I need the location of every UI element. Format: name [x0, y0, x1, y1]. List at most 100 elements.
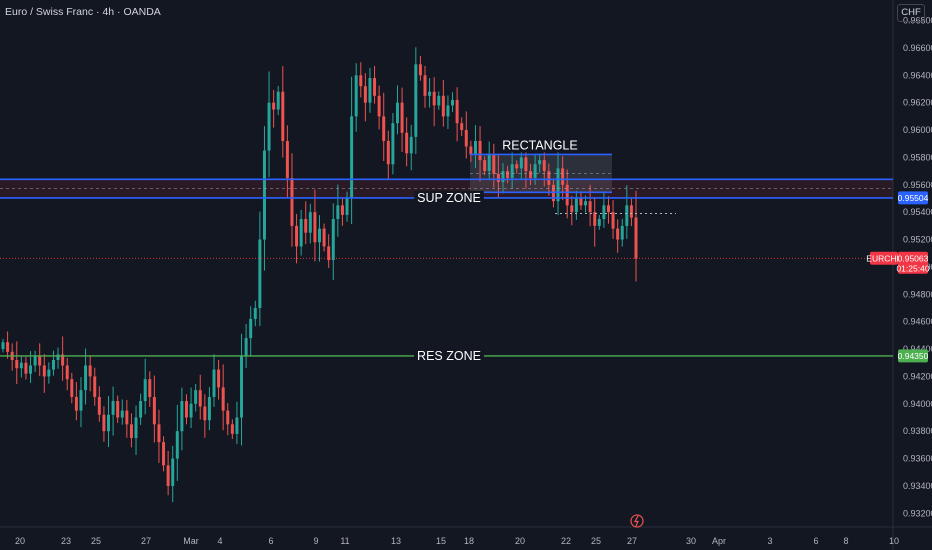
candle-body	[29, 365, 33, 374]
candle-body	[6, 342, 10, 352]
x-tick-label: 3	[767, 536, 772, 546]
candle-body	[139, 401, 143, 418]
x-tick-label: 10	[889, 536, 899, 546]
candle-body	[529, 171, 532, 178]
candle-body	[478, 140, 482, 161]
current-price-tag: 0.95063	[898, 253, 929, 263]
candle-body	[423, 75, 427, 96]
candle-body	[368, 78, 372, 103]
candle-body	[611, 212, 615, 229]
candle-body	[253, 307, 257, 319]
candle-body	[295, 225, 299, 247]
x-tick-label: 27	[627, 536, 637, 546]
candle-body	[345, 198, 349, 215]
candle-body	[70, 379, 74, 397]
plot-area	[0, 0, 893, 527]
candle-body	[593, 212, 597, 226]
candle-body	[464, 130, 468, 147]
candle-body	[230, 424, 234, 434]
symbol-tag: EURCHF	[866, 253, 901, 263]
overlays-layer: RECTANGLE SUP ZONE RES ZONE	[0, 138, 893, 363]
candle-body	[262, 150, 266, 240]
x-tick-label: 22	[561, 536, 571, 546]
candle-body	[437, 95, 441, 106]
candle-body	[42, 365, 46, 377]
candle-body	[194, 390, 198, 404]
candle-body	[565, 184, 569, 206]
candle-body	[322, 228, 326, 247]
rectangle-label-bg	[499, 138, 581, 153]
candle-body	[538, 160, 542, 165]
candle-body	[304, 219, 308, 233]
candle-body	[88, 365, 92, 377]
time-axis[interactable]: 20 23 25 27 Mar 4 6 9 11 13 15 18 20 22 25 27 30 Apr 3 6 8 10	[15, 514, 899, 546]
candle-body	[327, 246, 331, 261]
x-tick-label: 6	[813, 536, 818, 546]
y-tick-label: 0.93200	[903, 508, 932, 518]
candle-body	[276, 91, 280, 110]
candle-body	[1, 342, 5, 350]
candle-body	[625, 205, 629, 226]
candle-body	[79, 390, 83, 411]
candle-body	[24, 362, 28, 374]
candle-body	[395, 102, 399, 124]
sup-price-tag-bg	[898, 191, 928, 205]
candle-body	[157, 424, 161, 443]
candle-body	[19, 362, 23, 369]
candle-body	[363, 86, 367, 103]
candle-body	[120, 410, 124, 418]
candle-body	[373, 78, 377, 96]
candle-body	[533, 164, 537, 178]
candle-body	[184, 401, 188, 418]
candle-body	[515, 164, 519, 169]
candle-body	[340, 205, 344, 215]
candle-body	[574, 198, 578, 213]
candle-body	[428, 91, 432, 96]
candle-body	[588, 201, 592, 213]
candle-body	[217, 369, 221, 388]
candle-body	[203, 406, 207, 421]
rectangle-label: RECTANGLE	[502, 138, 577, 152]
candle-body	[620, 225, 624, 240]
candle-body	[561, 168, 565, 185]
currency-button[interactable]: CHF	[897, 4, 925, 22]
candle-body	[492, 154, 496, 174]
candle-body	[606, 205, 610, 213]
candle-body	[107, 414, 110, 432]
x-tick-label: 6	[268, 536, 273, 546]
flash-icon-bolt	[633, 515, 639, 527]
candle-body	[15, 360, 19, 369]
candle-body	[579, 198, 583, 206]
candle-body	[212, 369, 216, 397]
candle-body	[285, 140, 289, 178]
candle-body	[272, 102, 276, 110]
candles-layer	[1, 47, 638, 503]
x-tick-label: 9	[313, 536, 318, 546]
current-price-tag-bg	[898, 251, 928, 274]
candle-body	[391, 123, 395, 165]
x-tick-label: 13	[391, 536, 401, 546]
candle-body	[290, 177, 294, 226]
x-tick-label: 27	[141, 536, 151, 546]
candle-body	[473, 140, 477, 155]
candle-body	[61, 354, 65, 366]
sup-price-tag: 0.95504	[898, 193, 929, 203]
candle-body	[547, 171, 551, 185]
candle-body	[249, 318, 253, 339]
candle-body	[331, 219, 335, 261]
candle-body	[414, 64, 418, 137]
candle-body	[148, 379, 152, 397]
candle-body	[166, 465, 170, 486]
x-tick-label: 23	[61, 536, 71, 546]
